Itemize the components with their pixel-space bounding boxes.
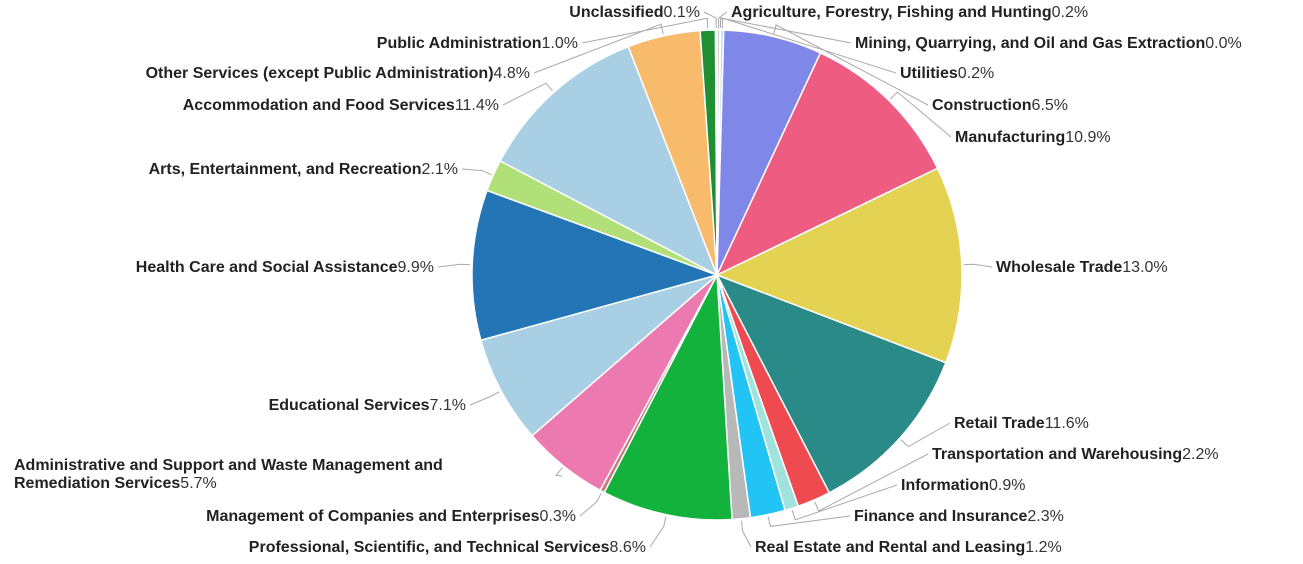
leader-line-management-of-companies-and-enterprises [579,492,602,517]
label-professional-scientific-and-technical-services: Professional, Scientific, and Technical … [249,539,646,556]
label-real-estate-and-rental-and-leasing: Real Estate and Rental and Leasing1.2% [755,539,1062,556]
leader-line-unclassified [703,11,717,28]
slice-unclassified[interactable] [714,29,718,276]
slice-retail-trade[interactable] [715,273,947,494]
leader-line-transportation-and-warehousing [814,453,929,512]
label-utilities: Utilities0.2% [900,65,994,82]
leader-line-professional-scientific-and-technical-services [649,516,667,548]
leader-line-agriculture-forestry-fishing-and-hunting [718,11,728,28]
slice-labels: Agriculture, Forestry, Fishing and Hunti… [14,4,1242,556]
leader-line-real-estate-and-rental-and-leasing [741,520,752,548]
label-information: Information0.9% [901,477,1025,494]
slice-wholesale-trade[interactable] [715,167,963,364]
leader-line-other-services-except-public-administration [533,23,664,74]
label-accommodation-and-food-services: Accommodation and Food Services11.4% [183,97,499,114]
label-manufacturing: Manufacturing10.9% [955,129,1111,146]
label-finance-and-insurance: Finance and Insurance2.3% [854,508,1064,525]
slice-manufacturing[interactable] [715,51,939,277]
label-educational-services: Educational Services7.1% [269,397,466,414]
leader-line-educational-services [469,391,500,406]
leader-line-finance-and-insurance [767,515,851,527]
slice-health-care-and-social-assistance[interactable] [471,189,720,342]
leader-line-wholesale-trade [963,263,993,268]
label-agriculture-forestry-fishing-and-hunting: Agriculture, Forestry, Fishing and Hunti… [731,4,1088,21]
label-wholesale-trade: Wholesale Trade13.0% [996,259,1168,276]
leader-line-manufacturing [890,91,952,138]
leader-line-health-care-and-social-assistance [437,263,471,268]
leader-line-mining-quarrying-and-oil-and-gas-extraction [719,17,852,44]
label-arts-entertainment-and-recreation: Arts, Entertainment, and Recreation2.1% [149,161,458,178]
label-administrative-and-support-and-waste-management-and-remediation-services: Administrative and Support and Waste Man… [14,457,443,492]
slice-accommodation-and-food-services[interactable] [499,45,719,277]
leader-lines [437,11,993,548]
leader-line-retail-trade [900,422,951,448]
label-other-services-except-public-administration: Other Services (except Public Administra… [146,65,530,82]
label-construction: Construction6.5% [932,97,1068,114]
leader-line-public-administration [581,17,709,44]
slice-educational-services[interactable] [479,274,718,437]
leader-line-information [791,484,898,521]
label-retail-trade: Retail Trade11.6% [954,415,1089,432]
leader-line-administrative-and-support-and-waste-management-and-remediation-services [555,467,563,477]
label-public-administration: Public Administration1.0% [377,35,578,52]
slice-professional-scientific-and-technical-services[interactable] [603,272,733,521]
label-health-care-and-social-assistance: Health Care and Social Assistance9.9% [136,259,434,276]
label-mining-quarrying-and-oil-and-gas-extraction: Mining, Quarrying, and Oil and Gas Extra… [855,35,1242,52]
leader-line-accommodation-and-food-services [502,82,553,106]
leader-line-construction [773,24,929,106]
label-management-of-companies-and-enterprises: Management of Companies and Enterprises0… [206,508,576,525]
leader-line-utilities [721,17,897,74]
label-transportation-and-warehousing: Transportation and Warehousing2.2% [932,446,1219,463]
pie-slices [471,29,963,521]
leader-line-arts-entertainment-and-recreation [461,168,492,176]
label-unclassified: Unclassified0.1% [569,4,700,21]
